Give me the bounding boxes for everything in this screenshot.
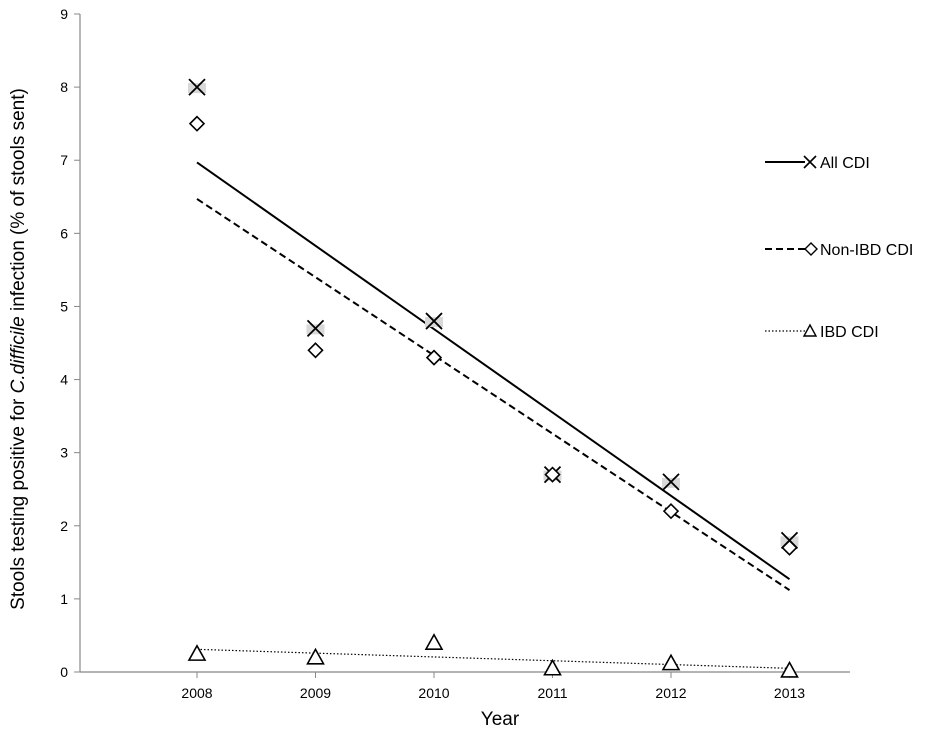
legend-marker <box>803 155 817 169</box>
x-ticks: 2008 2009 2010 2011 2012 2013 <box>181 672 805 701</box>
point-diamond <box>781 539 798 556</box>
x-tick-label: 2010 <box>418 685 449 701</box>
trendline-diamond <box>196 198 791 591</box>
point-triangle <box>187 644 207 661</box>
y-tick-label: 9 <box>60 6 68 22</box>
x-tick-label: 2013 <box>774 685 805 701</box>
legend: All CDI Non-IBD CDI IBD CDI <box>765 155 913 341</box>
y-tick-label: 0 <box>60 664 68 680</box>
legend-item: All CDI <box>765 155 870 172</box>
point-diamond <box>544 466 561 483</box>
point-x <box>425 312 443 330</box>
point-triangle <box>661 653 681 671</box>
y-tick-label: 1 <box>60 591 68 607</box>
y-axis-title-organism: C.difficile <box>8 316 29 393</box>
legend-label: All CDI <box>820 155 870 172</box>
y-tick-label: 2 <box>60 518 68 534</box>
point-triangle <box>424 633 444 650</box>
legend-item: IBD CDI <box>765 323 879 341</box>
y-tick-label: 7 <box>60 152 68 168</box>
data-points <box>187 78 799 678</box>
point-diamond <box>188 115 206 132</box>
x-tick-label: 2012 <box>655 685 686 701</box>
x-tick-label: 2011 <box>537 685 567 701</box>
y-axis-title-part-1: Stools testing positive for <box>8 393 29 610</box>
point-triangle <box>780 660 799 678</box>
x-tick-label: 2009 <box>300 685 331 701</box>
point-x <box>188 78 206 96</box>
trendlines <box>196 161 791 669</box>
legend-marker <box>804 242 818 256</box>
trendline-x <box>196 161 791 580</box>
legend-label: Non-IBD CDI <box>820 242 913 259</box>
y-ticks: 0 1 2 3 4 5 6 7 8 9 <box>60 6 80 680</box>
axes <box>79 14 850 673</box>
point-triangle <box>543 658 562 676</box>
y-tick-label: 6 <box>60 225 68 241</box>
legend-item: Non-IBD CDI <box>765 242 913 259</box>
y-axis-title-part-2: infection (% of stools sent) <box>8 88 29 316</box>
point-diamond <box>662 503 680 520</box>
x-axis-title: Year <box>481 709 520 730</box>
legend-label: IBD CDI <box>820 324 879 341</box>
point-diamond <box>307 342 324 359</box>
trendline-triangle <box>196 648 790 669</box>
y-axis-title: Stools testing positive for C.difficile … <box>8 88 29 610</box>
y-tick-label: 8 <box>60 79 68 95</box>
point-x <box>662 473 680 491</box>
point-x <box>306 319 325 338</box>
y-tick-label: 3 <box>60 445 68 461</box>
x-tick-label: 2008 <box>181 685 212 701</box>
point-diamond <box>425 349 443 366</box>
y-tick-label: 5 <box>60 298 68 314</box>
point-triangle <box>306 647 325 665</box>
legend-marker <box>802 323 818 337</box>
y-tick-label: 4 <box>60 372 68 388</box>
